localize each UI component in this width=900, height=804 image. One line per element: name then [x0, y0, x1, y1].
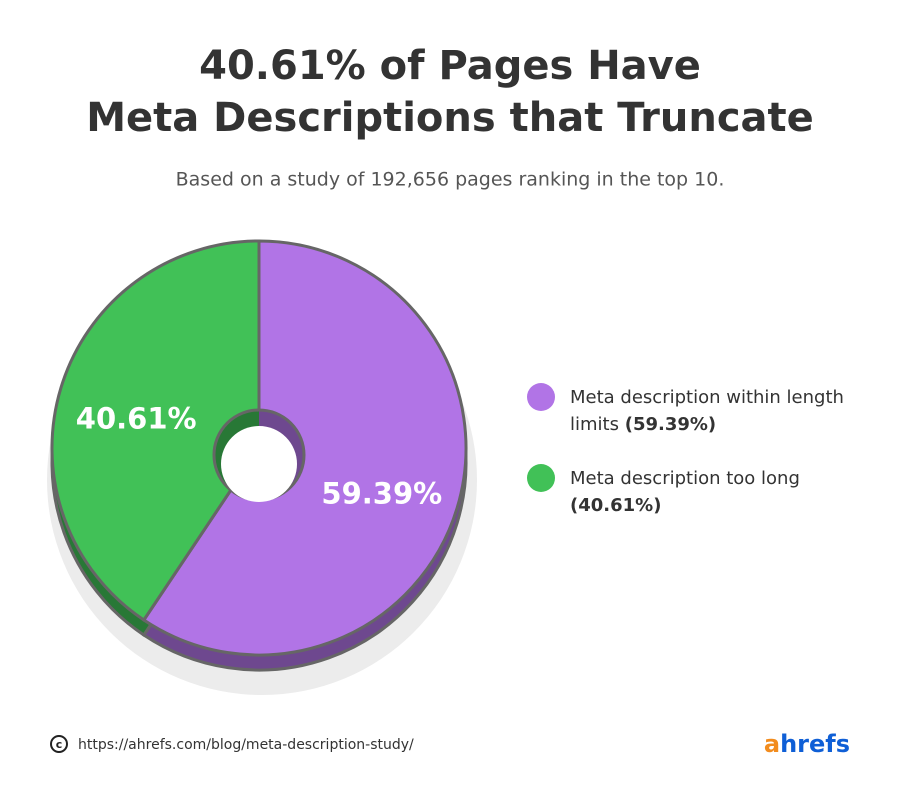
legend-entry: Meta description within length limits (5… — [570, 384, 855, 438]
logo: ahrefs — [764, 730, 850, 758]
pie: 59.39% 40.61% — [50, 239, 468, 672]
chart-subtitle: Based on a study of 192,656 pages rankin… — [176, 169, 725, 191]
legend-value: (40.61%) — [570, 495, 662, 516]
value-label: 59.39% — [321, 476, 442, 510]
copyright-icon: c — [56, 738, 63, 751]
chart-title: Meta Descriptions that Truncate — [86, 95, 814, 141]
chart-title: 40.61% of Pages Have — [199, 43, 701, 89]
copyright-icon — [50, 735, 68, 753]
legend-label: Meta description within length limits — [570, 387, 844, 435]
logo-accent: a — [764, 730, 780, 758]
legend-label: Meta description too long — [570, 468, 800, 489]
legend-value: (59.39%) — [624, 414, 717, 435]
source-url: https://ahrefs.com/blog/meta-description… — [78, 737, 414, 753]
legend-marker — [527, 383, 555, 411]
value-label: 40.61% — [76, 402, 197, 436]
slice — [50, 239, 261, 623]
logo-rest: hrefs — [780, 730, 850, 758]
hole-floor — [221, 426, 297, 502]
legend-entry: Meta description too long (40.61%) — [570, 465, 855, 519]
legend-marker — [527, 464, 555, 492]
